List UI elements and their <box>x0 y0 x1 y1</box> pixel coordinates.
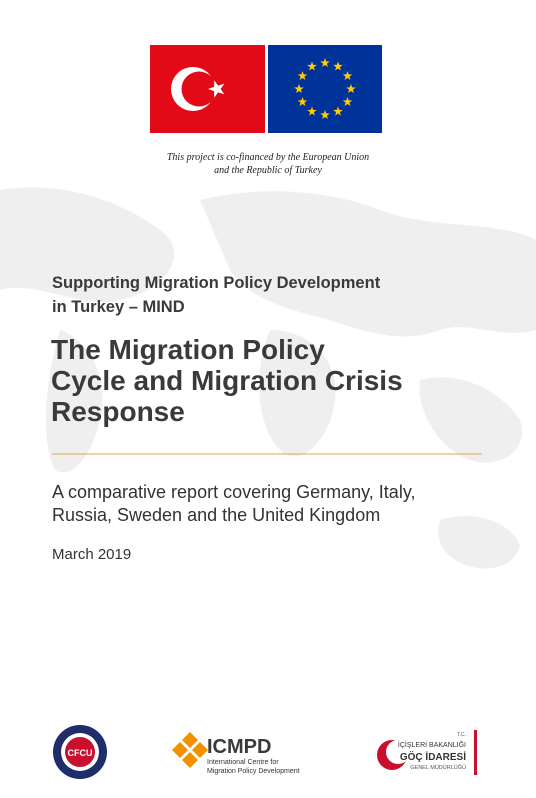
eu-stars <box>294 58 356 119</box>
report-title: Response <box>51 396 185 427</box>
icmpd-name: ICMPD <box>207 736 271 758</box>
project-name: Supporting Migration Policy Development <box>52 274 381 292</box>
date: March 2019 <box>52 546 132 563</box>
eu-star <box>297 71 308 80</box>
funding-note: and the Republic of Turkey <box>214 165 322 176</box>
goc-crescent-cut <box>386 740 410 764</box>
eu-star <box>342 71 353 80</box>
eu-star <box>297 97 308 106</box>
cfcu-logo: CFCU <box>53 725 107 779</box>
icmpd-line: Migration Policy Development <box>207 768 300 775</box>
report-title: Cycle and Migration Crisis <box>51 365 403 396</box>
cfcu-text: CFCU <box>68 748 93 758</box>
funding-note: This project is co-financed by the Europ… <box>166 152 370 163</box>
subtitle: A comparative report covering Germany, I… <box>52 482 416 502</box>
goc-line: İÇİŞLERİ BAKANLIĞI <box>398 740 466 749</box>
eu-star <box>320 58 330 67</box>
icmpd-line: International Centre for <box>207 759 279 766</box>
goc-bar <box>474 730 477 775</box>
cfcu-core <box>65 737 95 767</box>
goc-line: T.C. <box>457 732 466 738</box>
crescent-inner <box>181 71 217 107</box>
report-title: The Migration Policy <box>51 334 325 365</box>
goc-line: GENEL MÜDÜRLÜĞÜ <box>410 764 466 771</box>
eu-star <box>333 61 343 71</box>
eu-star <box>307 106 317 116</box>
eu-star <box>346 84 356 93</box>
icmpd-logo: ICMPD International Centre for Migration… <box>172 732 300 775</box>
eu-star <box>294 84 304 93</box>
icmpd-icon <box>172 732 208 768</box>
eu-star <box>320 110 330 119</box>
goc-logo: T.C. İÇİŞLERİ BAKANLIĞI GÖÇ İDARESİ GENE… <box>377 730 477 775</box>
world-map <box>0 187 536 569</box>
eu-star <box>307 61 317 71</box>
subtitle: Russia, Sweden and the United Kingdom <box>52 505 381 525</box>
project-name: in Turkey – MIND <box>52 298 185 316</box>
eu-star <box>342 97 353 106</box>
eu-star <box>333 106 343 116</box>
goc-line: GÖÇ İDARESİ <box>400 750 466 763</box>
turkey-star <box>208 80 225 98</box>
